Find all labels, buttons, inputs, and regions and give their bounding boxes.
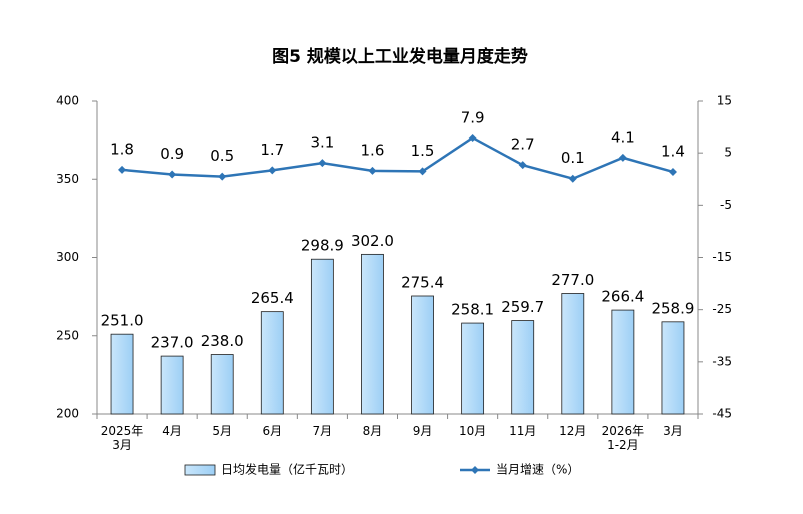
x-tick-line: 5月 <box>212 424 232 438</box>
x-tick-label: 10月 <box>459 424 486 438</box>
line-label: 0.9 <box>160 145 184 163</box>
line <box>121 136 674 181</box>
y2-tick-label: -45 <box>712 407 732 421</box>
line-marker <box>118 165 127 174</box>
bar <box>461 322 485 415</box>
x-tick-label: 7月 <box>313 424 333 438</box>
x-tick-line: 1-2月 <box>607 438 639 452</box>
y-tick-label: 250 <box>56 328 79 342</box>
x-tick-label: 12月 <box>559 424 586 438</box>
legend-label: 日均发电量（亿千瓦时） <box>221 462 353 477</box>
line-marker <box>268 166 277 175</box>
x-tick-line: 11月 <box>509 424 536 438</box>
bar <box>210 354 234 415</box>
line-marker <box>618 153 627 162</box>
legend-marker <box>471 466 479 474</box>
y-tick-label: 300 <box>56 250 79 264</box>
y-tick-label: 400 <box>56 94 79 108</box>
line-label: 0.1 <box>561 149 585 167</box>
bar <box>260 311 284 415</box>
line-marker <box>368 166 377 175</box>
x-tick-label: 2025年 3月 <box>101 424 144 452</box>
line-label: 1.6 <box>361 141 385 159</box>
x-tick-line: 10月 <box>459 424 486 438</box>
line-label: 7.9 <box>461 109 485 127</box>
bar-label: 258.1 <box>451 301 494 319</box>
legend-swatch <box>184 464 216 476</box>
bar-label: 259.7 <box>501 298 544 316</box>
x-tick-label: 9月 <box>413 424 433 438</box>
x-tick-label: 4月 <box>162 424 182 438</box>
y2-tick-label: 5 <box>724 146 732 160</box>
line-label: 1.4 <box>661 142 685 160</box>
x-tick-line: 12月 <box>559 424 586 438</box>
line-marker <box>418 167 427 176</box>
bar-label: 238.0 <box>201 332 244 350</box>
bar-label: 277.0 <box>551 271 594 289</box>
bar-label: 258.9 <box>651 299 694 317</box>
bar <box>561 293 585 415</box>
x-tick-line: 7月 <box>313 424 333 438</box>
x-tick-line: 8月 <box>363 424 383 438</box>
legend-label: 当月增速（%） <box>496 463 579 477</box>
y-tick-label: 200 <box>56 407 79 421</box>
x-tick-line: 4月 <box>162 424 182 438</box>
bar-label: 237.0 <box>151 334 194 352</box>
y2-tick-label: -35 <box>712 354 732 368</box>
line-marker <box>668 167 677 176</box>
line-label: 4.1 <box>611 128 635 146</box>
line-marker <box>468 134 477 143</box>
line-marker <box>168 170 177 179</box>
bar-label: 251.0 <box>101 312 144 330</box>
bar-label: 266.4 <box>601 288 644 306</box>
x-tick-label: 5月 <box>212 424 232 438</box>
line-label: 1.7 <box>260 141 284 159</box>
x-tick-line: 6月 <box>262 424 282 438</box>
x-tick-line: 3月 <box>112 438 132 452</box>
chart-title: 图5 规模以上工业发电量月度走势 <box>272 46 528 67</box>
x-tick-label: 6月 <box>262 424 282 438</box>
bar-label: 302.0 <box>351 232 394 250</box>
line-marker <box>568 174 577 183</box>
line-label: 1.8 <box>110 140 134 158</box>
y2-tick-label: 15 <box>717 94 732 108</box>
bar <box>160 355 184 415</box>
y2-tick-label: -25 <box>712 302 732 316</box>
bar <box>361 253 384 415</box>
line-label: 3.1 <box>310 134 334 152</box>
x-tick-label: 8月 <box>363 424 383 438</box>
bar <box>661 321 685 415</box>
bar <box>411 295 434 415</box>
y2-tick-label: -15 <box>712 250 732 264</box>
bar-label: 298.9 <box>301 237 344 255</box>
x-tick-line: 3月 <box>663 424 683 438</box>
bar-label: 275.4 <box>401 273 444 291</box>
bar <box>511 320 535 415</box>
y2-tick-label: -5 <box>720 198 732 212</box>
x-tick-line: 2025年 <box>101 424 144 438</box>
bar <box>611 309 635 415</box>
line-label: 2.7 <box>511 136 535 154</box>
bar <box>310 258 334 415</box>
line-label: 1.5 <box>411 142 435 160</box>
line-marker <box>318 159 327 168</box>
bar-label: 265.4 <box>251 289 294 307</box>
line-marker <box>218 172 227 181</box>
y-tick-label: 350 <box>56 172 79 186</box>
line-marker <box>518 161 527 170</box>
x-tick-label: 2026年 1-2月 <box>602 424 645 452</box>
x-tick-label: 11月 <box>509 424 536 438</box>
x-tick-line: 9月 <box>413 424 433 438</box>
x-tick-label: 3月 <box>663 424 683 438</box>
bar <box>110 333 134 415</box>
line-label: 0.5 <box>210 147 234 165</box>
x-tick-line: 2026年 <box>602 424 645 438</box>
